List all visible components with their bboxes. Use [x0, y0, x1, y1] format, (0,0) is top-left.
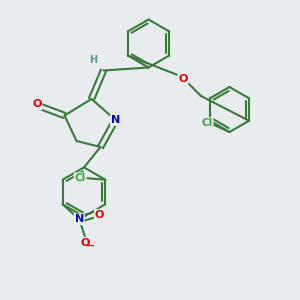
Text: Cl: Cl [201, 118, 213, 128]
Text: N: N [75, 214, 84, 224]
Text: N: N [111, 115, 120, 125]
Text: O: O [32, 99, 42, 110]
Text: O: O [95, 210, 104, 220]
Text: Cl: Cl [74, 173, 86, 183]
Text: H: H [89, 55, 98, 65]
Text: −: − [86, 241, 95, 251]
Text: O: O [178, 74, 188, 84]
Text: O: O [80, 238, 90, 248]
